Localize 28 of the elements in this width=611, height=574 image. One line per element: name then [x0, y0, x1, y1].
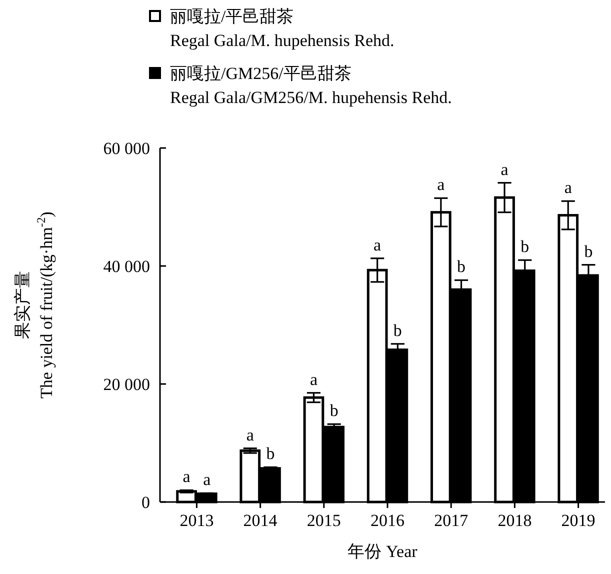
x-axis-title: 年份 Year — [348, 542, 418, 561]
annotation: b — [393, 320, 402, 340]
annotation: a — [564, 178, 572, 198]
x-tick-label: 2018 — [498, 511, 532, 530]
y-tick-label: 40 000 — [103, 256, 150, 276]
y-tick-label: 20 000 — [103, 374, 150, 394]
annotation: a — [310, 370, 318, 389]
legend-label: 丽嘎拉/GM256/平邑甜茶 Regal Gala/GM256/M. hupehensis Rehd. — [170, 64, 452, 107]
y-tick-label: 0 — [142, 492, 150, 512]
annotation: b — [266, 444, 275, 464]
annotation: a — [203, 470, 212, 490]
legend-label: 丽嘎拉/平邑甜茶 Regal Gala/M. hupehensis Rehd. — [170, 7, 394, 50]
annotation: a — [437, 175, 446, 194]
x-tick-label: 2019 — [561, 511, 596, 530]
annotation: a — [500, 160, 509, 179]
annotation: a — [182, 467, 191, 486]
annotation: b — [584, 242, 593, 261]
annotation: a — [374, 235, 382, 254]
x-tick-label: 2015 — [306, 511, 341, 530]
x-tick-label: 2013 — [180, 511, 214, 530]
x-tick-label: 2014 — [243, 511, 278, 530]
x-tick-label: 2017 — [434, 511, 469, 530]
annotation: a — [246, 425, 254, 444]
y-tick-label: 60 000 — [103, 138, 150, 158]
annotation: b — [520, 237, 530, 256]
annotation: b — [330, 401, 338, 420]
x-tick-label: 2016 — [370, 511, 404, 530]
annotation: b — [457, 257, 466, 276]
